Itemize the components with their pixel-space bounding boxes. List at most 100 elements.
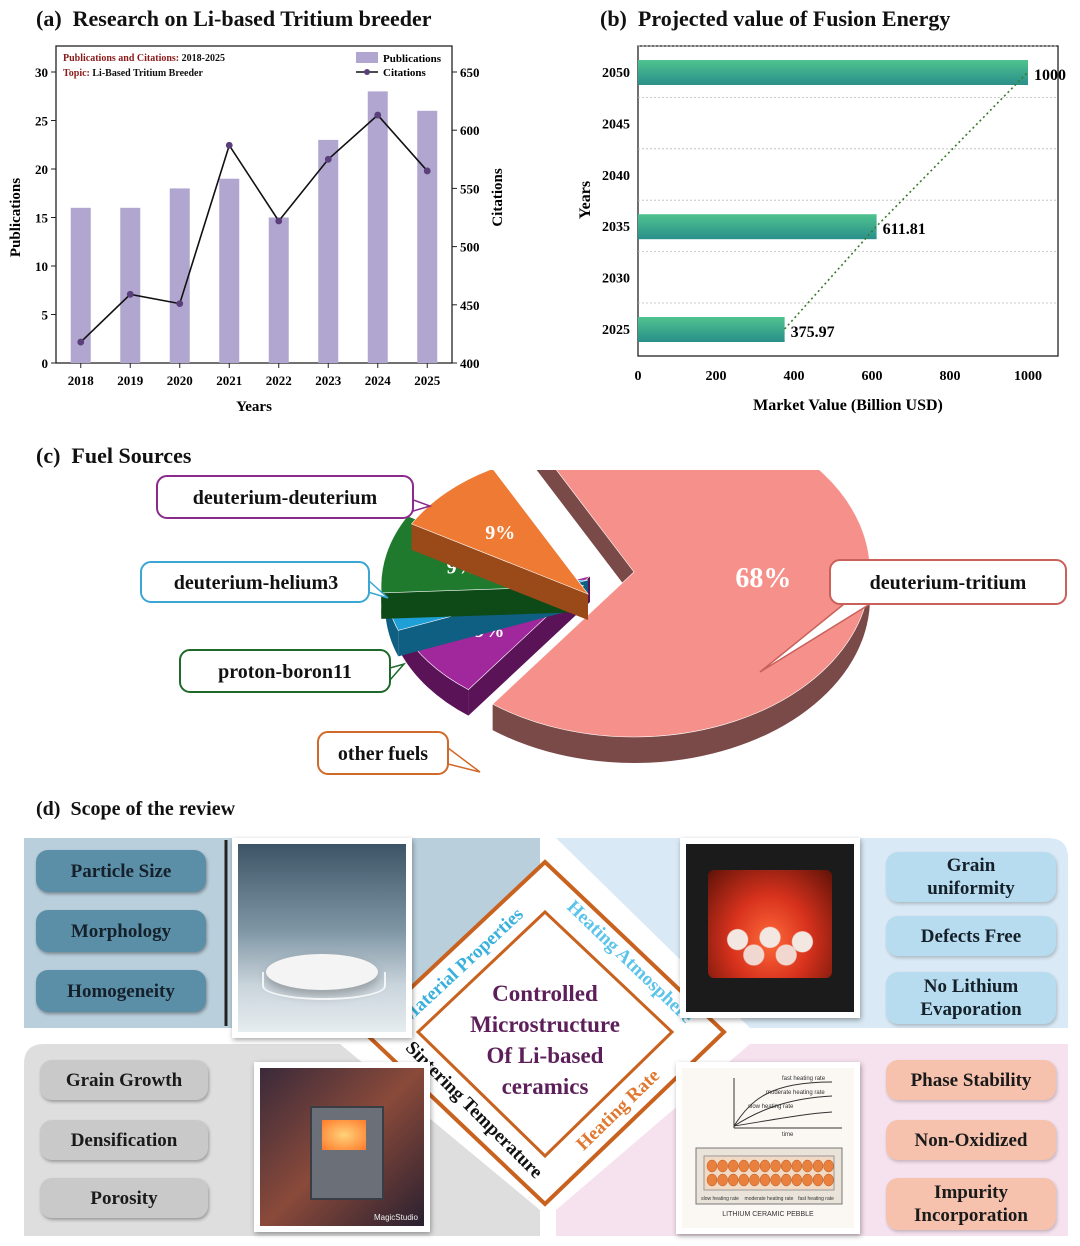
furnace-photo (680, 838, 860, 1018)
callout-label-other-fuels: other fuels (338, 743, 428, 765)
callout-label-deuterium-tritium: deuterium-tritium (870, 572, 1027, 594)
y-tick-label: 2040 (602, 169, 630, 184)
diamond-center-line: Of Li-based (487, 1043, 604, 1068)
citation-point-2024 (374, 111, 382, 119)
bar-value-label: 611.81 (883, 221, 926, 238)
svg-text:slow heating rate: slow heating rate (701, 1196, 739, 1202)
pebble (823, 1159, 834, 1173)
y-tick-label: 2050 (602, 66, 630, 81)
x-tick-label: 2021 (216, 373, 242, 388)
y2-tick-label: 450 (460, 298, 480, 313)
x-tick-label: 2025 (414, 373, 441, 388)
pebble (706, 1159, 718, 1173)
svg-text:fast heating rate: fast heating rate (798, 1196, 834, 1202)
diamond-center-line: ceramics (502, 1074, 589, 1099)
pie-value-label: 9% (485, 522, 515, 544)
svg-text:fast heating rate: fast heating rate (782, 1076, 826, 1082)
callout-label-proton-boron11: proton-boron11 (218, 661, 352, 683)
pebble (770, 1173, 781, 1187)
x-tick-label: 2022 (266, 373, 292, 388)
pill-particle-size: Particle Size (36, 850, 206, 892)
y-tick-label: 5 (42, 308, 49, 323)
x-tick-label: 2019 (117, 373, 144, 388)
fuel-sources-pie: 68%9%5%9%9%deuterium-tritiumdeuterium-de… (140, 470, 1067, 775)
pebble (780, 1159, 792, 1173)
pie-slice-side-3 (385, 586, 399, 657)
citations-line (80, 113, 428, 343)
legend-citations-label: Citations (383, 67, 427, 79)
pebble (802, 1159, 813, 1173)
pill-grain-uniformity: Grain uniformity (886, 852, 1056, 902)
watermark-text: MagicStudio (373, 1213, 418, 1222)
info-line-1: Publications and Citations: 2018-2025 (63, 53, 225, 64)
pie-value-label: 68% (735, 563, 791, 594)
plot-frame (55, 45, 453, 364)
callout-box (156, 475, 414, 519)
bar-value-label: 375.97 (791, 324, 835, 341)
trend-line (784, 71, 1029, 330)
pebble (770, 1159, 781, 1173)
market-bar-2050 (638, 60, 1028, 85)
fusion-market-chart: 2025 2030 2035 2040 2045 2050 375.97 611.81 1000… (577, 45, 1066, 414)
pebble (717, 1173, 728, 1187)
svg-text:slow heating rate: slow heating rate (748, 1104, 794, 1110)
y-tick-label: 15 (35, 211, 49, 226)
y-tick-label: 2025 (602, 323, 630, 338)
legend-citations-marker (364, 69, 370, 75)
callout-box (179, 649, 391, 693)
y-axis-label: Publications (8, 178, 24, 257)
pie-slice-wall-1 (536, 470, 634, 598)
pebble (812, 1173, 824, 1187)
publication-bar-2024 (367, 91, 388, 364)
pebble (780, 1173, 792, 1187)
y-tick-label: 2030 (602, 272, 630, 287)
x-axis-label: Market Value (Billion USD) (753, 397, 943, 414)
x-tick-label: 2024 (365, 373, 392, 388)
powder-photo (232, 838, 412, 1038)
x-tick-label: 2020 (167, 373, 193, 388)
pie-slice-side-2 (400, 626, 469, 716)
callout-box (140, 561, 370, 603)
pie-slice-wall-5 (411, 523, 588, 620)
y-axis-label: Years (577, 181, 594, 219)
callout-label-deuterium-helium3: deuterium-helium3 (174, 572, 338, 594)
citation-point-2021 (225, 141, 233, 149)
publication-bar-2019 (120, 207, 141, 363)
citation-point-2022 (275, 217, 283, 225)
svg-text:moderate heating rate: moderate heating rate (766, 1090, 825, 1096)
pill-impurity-incorporation: Impurity Incorporation (886, 1178, 1056, 1230)
callout-tail (759, 603, 871, 673)
x-tick-label: 1000 (1014, 369, 1042, 384)
publication-bar-2020 (169, 188, 190, 363)
svg-text:moderate heating rate: moderate heating rate (745, 1196, 794, 1202)
diamond-center-line: Controlled (492, 981, 598, 1006)
plot-frame (637, 45, 1059, 357)
pebble (759, 1159, 771, 1173)
pill-no-lithium-evaporation: No Lithium Evaporation (886, 972, 1056, 1024)
panel-d-heading: (d) Scope of the review (36, 798, 236, 820)
y-tick-label: 30 (35, 65, 48, 80)
citation-point-2023 (324, 155, 332, 163)
pill-phase-stability: Phase Stability (886, 1060, 1056, 1100)
pebble (717, 1159, 728, 1173)
y2-tick-label: 550 (460, 181, 480, 196)
callout-tail (367, 579, 389, 599)
citation-point-2020 (176, 300, 184, 308)
citation-point-2018 (77, 338, 85, 346)
x-tick-label: 2018 (68, 373, 95, 388)
y2-axis-label: Citations (490, 168, 506, 227)
x-tick-label: 200 (706, 369, 727, 384)
diamond-center-line: Microstructure (470, 1012, 620, 1037)
x-tick-label: 0 (635, 369, 642, 384)
callout-tail (389, 662, 407, 681)
market-bar-2035 (638, 214, 877, 240)
pebble (802, 1173, 813, 1187)
pill-homogeneity: Homogeneity (36, 970, 206, 1012)
callout-label-deuterium-deuterium: deuterium-deuterium (193, 487, 378, 509)
pebble (738, 1173, 750, 1187)
pebble (791, 1159, 803, 1173)
pebble (812, 1159, 824, 1173)
callout-box (317, 731, 449, 775)
pill-non-oxidized: Non-Oxidized (886, 1120, 1056, 1160)
citation-point-2019 (126, 290, 134, 298)
